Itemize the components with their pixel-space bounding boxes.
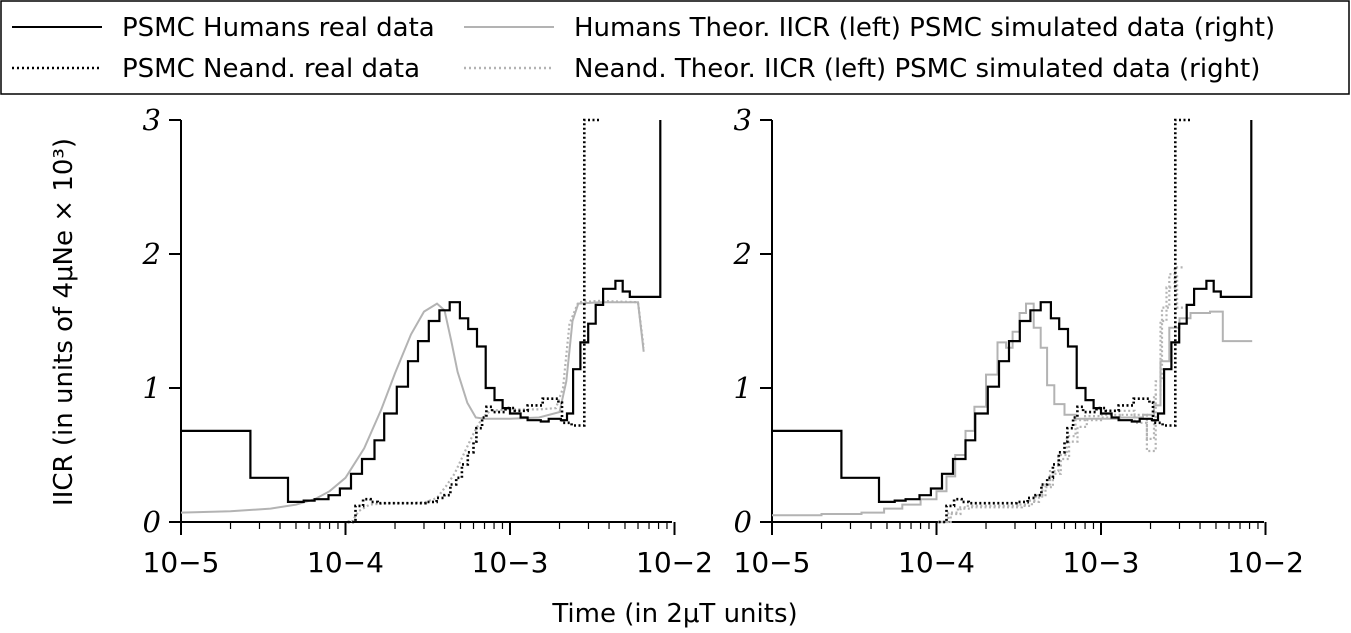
neand-psmc-simulated-b <box>940 273 1187 524</box>
humans-psmc-real <box>772 120 1253 503</box>
legend-label-humans-theor: Humans Theor. IICR (left) PSMC simulated… <box>574 13 1275 43</box>
y-tick-label: 1 <box>734 371 752 405</box>
x-tick-label: 10−4 <box>307 546 384 579</box>
neand-psmc-simulated-a <box>937 266 1185 524</box>
y-axis-label: IICR (in units of 4μNe × 10³) <box>49 138 79 506</box>
legend-label-neand-theor: Neand. Theor. IICR (left) PSMC simulated… <box>574 54 1260 84</box>
legend-label-neand-real: PSMC Neand. real data <box>122 54 420 84</box>
x-axis-label: Time (in 2μT units) <box>551 599 797 629</box>
neand-psmc-real <box>347 118 600 524</box>
legend-label-humans-real: PSMC Humans real data <box>122 13 435 43</box>
y-tick-label: 2 <box>142 237 161 271</box>
humans-theoretical-iicr <box>180 301 645 514</box>
x-tick-label: 10−3 <box>472 546 549 579</box>
y-tick-label: 2 <box>733 237 752 271</box>
neand-theoretical-iicr <box>350 299 645 523</box>
x-tick-label: 10−3 <box>1063 546 1140 579</box>
y-tick-label: 1 <box>143 371 161 405</box>
y-tick-label: 0 <box>143 505 161 539</box>
right-panel: 0 1 2 3 10−5 10−4 10−3 10−2 <box>733 103 1304 579</box>
x-tick-label: 10−5 <box>143 546 220 579</box>
x-tick-label: 10−4 <box>898 546 975 579</box>
y-tick-label: 3 <box>734 103 752 137</box>
humans-psmc-simulated <box>772 302 1253 517</box>
y-tick-label: 0 <box>734 505 752 539</box>
left-panel: 0 1 2 3 10−5 10−4 10−3 10−2 <box>142 103 713 579</box>
legend-frame <box>0 0 1350 95</box>
legend: PSMC Humans real data PSMC Neand. real d… <box>0 0 1350 95</box>
x-tick-label: 10−2 <box>1227 546 1304 579</box>
x-tick-label: 10−5 <box>734 546 811 579</box>
x-tick-label: 10−2 <box>636 546 713 579</box>
humans-psmc-real <box>181 120 662 503</box>
y-tick-label: 3 <box>143 103 161 137</box>
neand-psmc-real <box>938 118 1191 524</box>
